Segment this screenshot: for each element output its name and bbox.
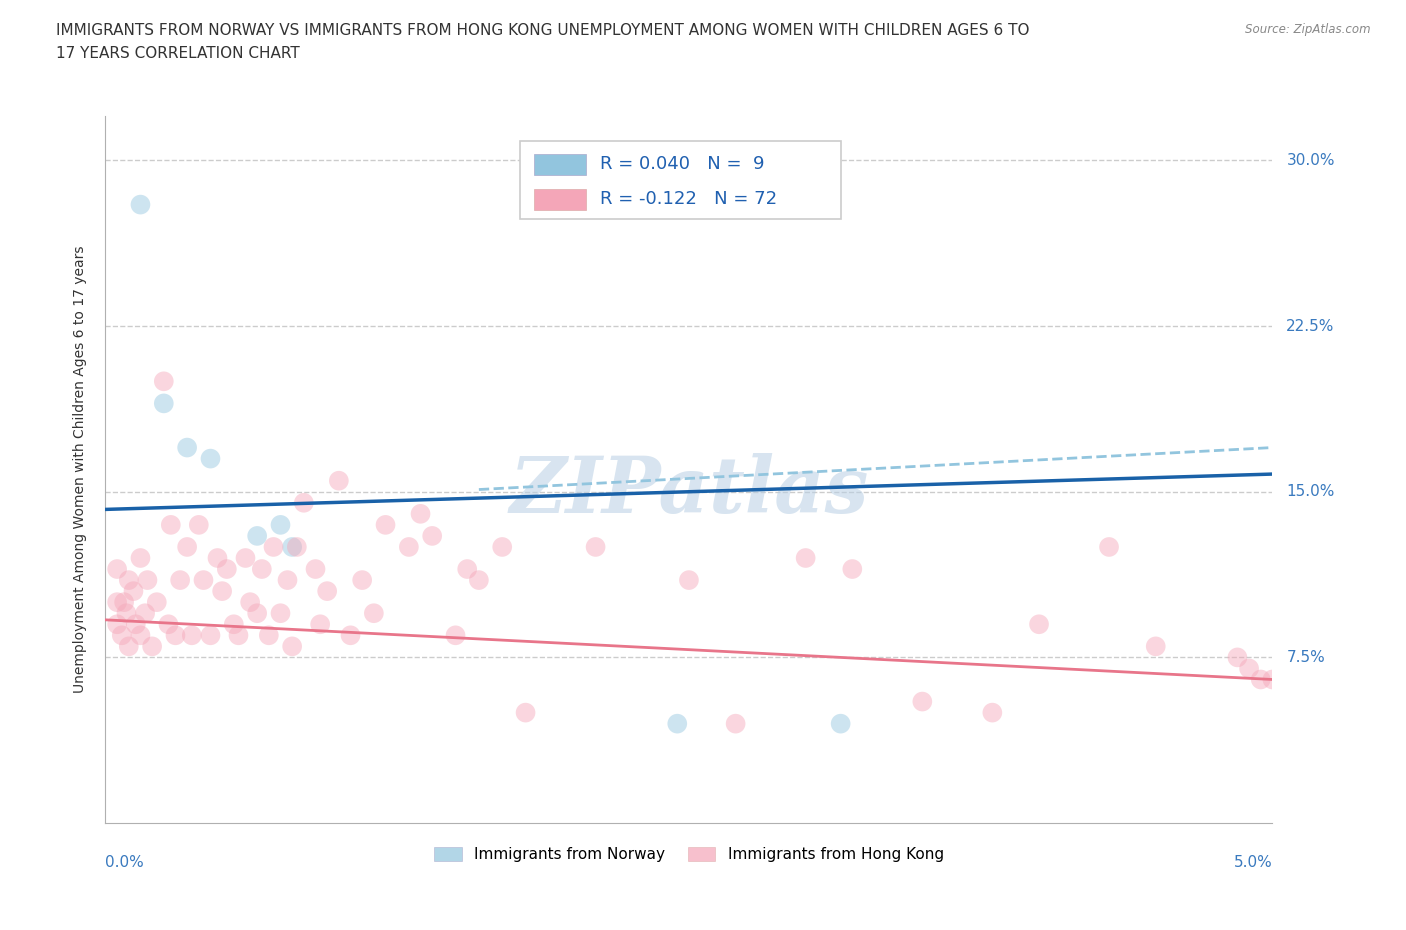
Point <box>911 694 934 709</box>
Point <box>246 605 269 620</box>
Point <box>285 539 308 554</box>
Point <box>309 617 332 631</box>
Point <box>398 539 420 554</box>
Point <box>165 628 187 643</box>
Point <box>257 628 280 643</box>
Point <box>105 595 128 610</box>
Point <box>491 539 513 554</box>
Point <box>176 539 198 554</box>
Point <box>666 716 689 731</box>
Text: IMMIGRANTS FROM NORWAY VS IMMIGRANTS FROM HONG KONG UNEMPLOYMENT AMONG WOMEN WIT: IMMIGRANTS FROM NORWAY VS IMMIGRANTS FRO… <box>56 23 1029 38</box>
Point <box>409 507 432 522</box>
FancyBboxPatch shape <box>520 141 841 219</box>
Point <box>207 551 229 565</box>
Point <box>239 595 262 610</box>
Text: 7.5%: 7.5% <box>1286 650 1324 665</box>
Point <box>153 396 174 411</box>
Point <box>118 573 141 588</box>
Text: 0.0%: 0.0% <box>105 855 145 870</box>
Point <box>374 517 396 532</box>
Point <box>129 197 152 212</box>
Point <box>129 628 152 643</box>
Point <box>146 595 169 610</box>
Point <box>1250 672 1272 687</box>
Text: 30.0%: 30.0% <box>1286 153 1334 168</box>
Point <box>981 705 1004 720</box>
Point <box>281 539 304 554</box>
Text: R = 0.040   N =  9: R = 0.040 N = 9 <box>600 155 765 173</box>
Point <box>339 628 361 643</box>
Point <box>235 551 257 565</box>
Point <box>276 573 298 588</box>
Point <box>1144 639 1167 654</box>
Point <box>1261 672 1284 687</box>
Point <box>111 628 134 643</box>
Point <box>125 617 148 631</box>
Point <box>328 473 350 488</box>
Text: 17 YEARS CORRELATION CHART: 17 YEARS CORRELATION CHART <box>56 46 299 61</box>
Point <box>187 517 209 532</box>
Point <box>515 705 537 720</box>
Point <box>1028 617 1050 631</box>
Point <box>105 562 128 577</box>
Point <box>122 584 145 599</box>
Text: 22.5%: 22.5% <box>1286 319 1334 334</box>
Point <box>444 628 467 643</box>
Point <box>246 528 269 543</box>
Text: 15.0%: 15.0% <box>1286 485 1334 499</box>
Point <box>724 716 747 731</box>
Y-axis label: Unemployment Among Women with Children Ages 6 to 17 years: Unemployment Among Women with Children A… <box>73 246 87 694</box>
Point <box>134 605 156 620</box>
Point <box>841 562 863 577</box>
Point <box>105 617 128 631</box>
FancyBboxPatch shape <box>534 153 586 175</box>
Point <box>304 562 326 577</box>
Point <box>112 595 135 610</box>
Point <box>281 639 304 654</box>
Point <box>270 605 292 620</box>
Point <box>830 716 852 731</box>
Point <box>678 573 700 588</box>
Point <box>215 562 238 577</box>
Point <box>118 639 141 654</box>
Text: ZIPatlas: ZIPatlas <box>509 453 869 529</box>
Point <box>129 551 152 565</box>
Point <box>228 628 250 643</box>
Point <box>270 517 292 532</box>
Point <box>1226 650 1249 665</box>
Legend: Immigrants from Norway, Immigrants from Hong Kong: Immigrants from Norway, Immigrants from … <box>427 841 950 869</box>
Point <box>180 628 202 643</box>
FancyBboxPatch shape <box>534 189 586 210</box>
Point <box>585 539 607 554</box>
Point <box>115 605 138 620</box>
Point <box>468 573 491 588</box>
Point <box>136 573 159 588</box>
Point <box>363 605 385 620</box>
Point <box>157 617 180 631</box>
Point <box>420 528 443 543</box>
Point <box>141 639 163 654</box>
Point <box>316 584 339 599</box>
Point <box>211 584 233 599</box>
Point <box>193 573 215 588</box>
Point <box>456 562 478 577</box>
Text: 5.0%: 5.0% <box>1233 855 1272 870</box>
Text: Source: ZipAtlas.com: Source: ZipAtlas.com <box>1246 23 1371 36</box>
Point <box>1098 539 1121 554</box>
Point <box>1237 661 1260 676</box>
Point <box>200 451 222 466</box>
Point <box>250 562 273 577</box>
Point <box>169 573 191 588</box>
Point <box>200 628 222 643</box>
Point <box>352 573 374 588</box>
Point <box>159 517 181 532</box>
Point <box>222 617 245 631</box>
Point <box>263 539 285 554</box>
Point <box>153 374 174 389</box>
Point <box>794 551 817 565</box>
Point <box>292 496 315 511</box>
Text: R = -0.122   N = 72: R = -0.122 N = 72 <box>600 191 778 208</box>
Point <box>176 440 198 455</box>
